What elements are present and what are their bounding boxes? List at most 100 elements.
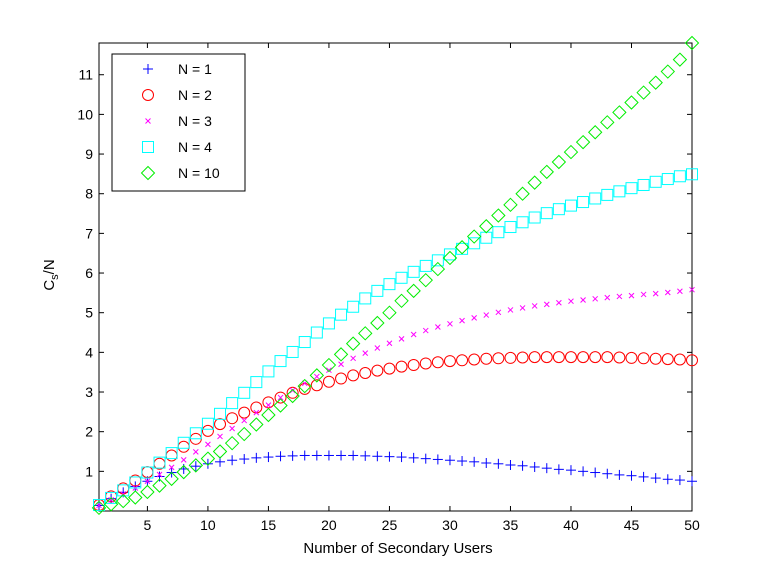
y-tick-label: 6 xyxy=(85,265,93,281)
x-tick-label: 45 xyxy=(624,517,640,533)
data-point xyxy=(480,352,493,365)
data-point xyxy=(444,455,455,466)
series-3 xyxy=(96,286,695,509)
data-point xyxy=(287,450,298,461)
legend-entry: N = 1 xyxy=(143,61,212,77)
data-point xyxy=(261,407,276,423)
axes-frame xyxy=(98,42,693,512)
data-point xyxy=(649,352,662,365)
data-point xyxy=(202,458,213,469)
data-point xyxy=(625,351,638,364)
data-point xyxy=(587,125,603,140)
data-point xyxy=(504,221,517,234)
data-point xyxy=(661,173,674,186)
data-point xyxy=(371,364,384,377)
x-tick-label: 5 xyxy=(144,517,152,533)
legend-label: N = 4 xyxy=(178,139,212,155)
data-point xyxy=(311,450,322,461)
data-point xyxy=(578,466,589,477)
svg-text:Cs/N: Cs/N xyxy=(41,259,61,290)
data-point xyxy=(505,459,516,470)
data-point xyxy=(661,353,674,366)
legend-marker xyxy=(142,141,154,153)
data-point xyxy=(516,351,529,364)
data-point xyxy=(662,474,673,485)
data-point xyxy=(529,461,540,472)
data-point xyxy=(540,351,553,364)
data-point xyxy=(626,470,637,481)
data-point xyxy=(205,441,211,448)
data-point xyxy=(214,418,227,431)
data-point xyxy=(265,402,272,408)
data-point xyxy=(418,272,433,288)
data-point xyxy=(492,226,505,239)
data-point xyxy=(601,188,614,201)
data-point xyxy=(459,317,465,324)
data-point xyxy=(165,447,178,460)
data-point xyxy=(297,378,312,394)
y-tick-label: 2 xyxy=(85,424,93,440)
x-tick-label: 35 xyxy=(503,517,519,533)
data-point xyxy=(238,386,251,399)
data-point xyxy=(358,326,373,341)
data-point xyxy=(491,208,506,223)
data-point xyxy=(430,261,446,277)
data-point xyxy=(556,299,562,306)
data-point xyxy=(168,464,175,471)
series-5 xyxy=(91,35,700,516)
data-point xyxy=(382,305,397,320)
data-point xyxy=(673,353,686,366)
data-point xyxy=(457,456,468,467)
data-point xyxy=(323,450,334,461)
data-point xyxy=(503,197,518,213)
data-point xyxy=(568,298,574,305)
data-point xyxy=(479,219,494,234)
data-point xyxy=(616,293,623,300)
data-point xyxy=(201,417,214,430)
data-point xyxy=(251,452,262,463)
data-point xyxy=(589,351,602,364)
data-point xyxy=(516,216,529,229)
data-point xyxy=(372,451,383,462)
data-point xyxy=(447,320,453,327)
x-tick-label: 50 xyxy=(684,517,700,533)
data-point xyxy=(689,286,695,293)
data-point xyxy=(507,307,514,313)
data-point xyxy=(540,207,553,220)
data-point xyxy=(395,360,408,373)
data-point xyxy=(153,456,166,469)
data-point xyxy=(527,175,542,190)
data-point xyxy=(117,484,130,497)
data-point xyxy=(577,196,590,209)
data-point xyxy=(394,293,409,309)
data-point xyxy=(249,417,264,432)
x-tick-label: 40 xyxy=(563,517,579,533)
legend-marker xyxy=(140,165,156,181)
data-point xyxy=(310,379,323,392)
data-point xyxy=(359,292,372,305)
x-axis-label: Number of Secondary Users xyxy=(303,540,492,557)
y-axis-label-sub: s xyxy=(49,274,61,280)
data-point xyxy=(466,229,482,244)
data-point xyxy=(442,250,458,266)
data-point xyxy=(374,345,381,351)
data-point xyxy=(564,199,577,212)
data-point xyxy=(115,493,131,509)
data-point xyxy=(552,351,565,364)
data-point xyxy=(686,354,698,367)
data-point xyxy=(154,471,165,482)
data-point xyxy=(313,373,320,380)
data-point xyxy=(333,347,349,362)
data-point xyxy=(277,394,284,401)
data-point xyxy=(273,398,288,413)
data-point xyxy=(483,312,490,318)
data-point xyxy=(189,427,202,440)
x-tick-label: 15 xyxy=(261,517,277,533)
legend-marker xyxy=(142,89,154,101)
data-point xyxy=(214,407,227,420)
data-point xyxy=(217,433,223,440)
data-point xyxy=(239,454,250,465)
data-point xyxy=(408,452,419,463)
y-axis-ticks: 1 2 3 4 5 6 7 8 9 10 11 xyxy=(77,67,692,479)
